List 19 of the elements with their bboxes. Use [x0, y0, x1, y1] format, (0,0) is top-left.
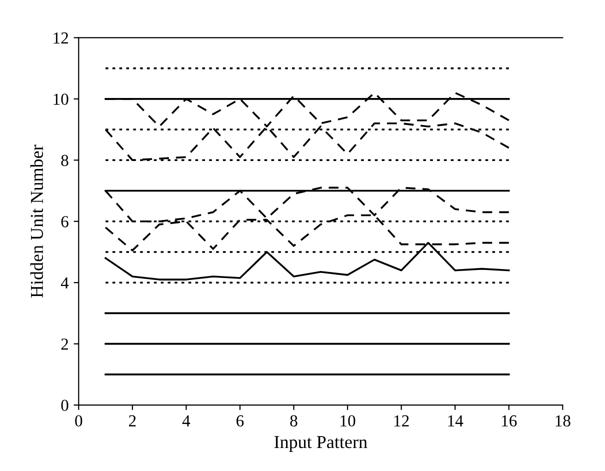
x-axis-title: Input Pattern	[274, 436, 368, 452]
y-tick-label: 10	[54, 94, 68, 105]
y-tick-label: 0	[61, 400, 68, 412]
y-tick-label: 2	[61, 338, 68, 350]
y-axis-title: Hidden Unit Number	[30, 144, 44, 298]
x-tick-label: 0	[75, 415, 82, 427]
x-tick-label: 12	[394, 415, 409, 426]
y-tick-label: 8	[61, 154, 68, 166]
x-tick-label: 8	[290, 415, 298, 427]
x-tick-label: 16	[502, 415, 517, 427]
x-tick-label: 18	[556, 415, 570, 427]
x-tick-label: 4	[182, 415, 190, 426]
x-tick-label: 6	[236, 415, 244, 427]
x-tick-label: 10	[340, 415, 356, 427]
x-tick-label: 14	[448, 415, 464, 426]
x-tick-label: 2	[128, 415, 136, 426]
y-tick-label: 4	[60, 277, 69, 288]
y-tick-label: 6	[61, 216, 68, 228]
y-tick-label: 12	[54, 32, 68, 44]
